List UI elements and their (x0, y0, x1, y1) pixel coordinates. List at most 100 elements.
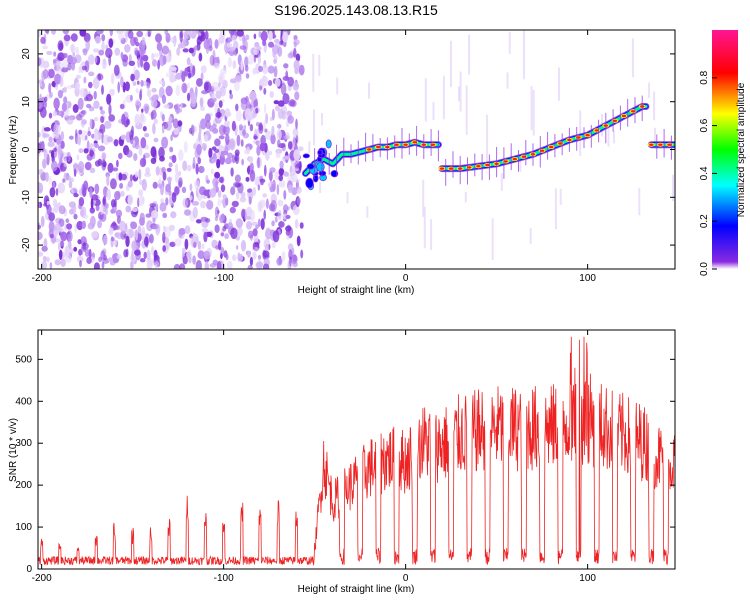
noise-speckle (141, 108, 144, 113)
noise-speckle (245, 221, 253, 230)
noise-speckle (268, 170, 273, 182)
noise-speckle (159, 202, 167, 212)
noise-speckle (114, 190, 121, 201)
noise-speckle (216, 261, 222, 269)
noise-speckle (52, 110, 58, 117)
noise-speckle (101, 58, 107, 70)
noise-speckle (252, 251, 257, 260)
noise-speckle (85, 39, 90, 51)
noise-speckle (247, 54, 254, 65)
noise-speckle (260, 30, 268, 42)
noise-speckle (224, 233, 230, 240)
noise-speckle (107, 162, 114, 173)
noise-speckle (46, 200, 50, 206)
noise-speckle (240, 139, 244, 147)
noise-speckle (139, 90, 143, 101)
noise-speckle (54, 259, 61, 266)
noise-speckle (227, 56, 232, 68)
noise-streak (423, 206, 426, 249)
noise-speckle (262, 193, 268, 198)
noise-streak (612, 130, 615, 144)
noise-speckle (39, 81, 43, 88)
noise-speckle (78, 66, 81, 74)
noise-speckle (46, 50, 53, 56)
noise-speckle (48, 82, 52, 94)
noise-speckle (208, 147, 213, 159)
noise-speckle (48, 68, 55, 79)
noise-speckle (93, 262, 100, 269)
noise-speckle (52, 59, 57, 64)
noise-speckle (161, 45, 170, 55)
noise-speckle (120, 134, 126, 140)
noise-speckle (166, 167, 172, 172)
noise-speckle (262, 263, 270, 269)
noise-speckle (159, 80, 164, 85)
noise-speckle (91, 231, 98, 239)
noise-speckle (197, 35, 204, 41)
noise-speckle (100, 116, 105, 123)
noise-speckle (211, 93, 215, 100)
noise-speckle (201, 228, 209, 233)
noise-speckle (179, 263, 186, 269)
noise-speckle (57, 202, 61, 209)
noise-speckle (288, 249, 293, 260)
noise-speckle (224, 120, 230, 127)
noise-speckle (278, 221, 285, 228)
noise-speckle (224, 157, 232, 165)
ridge-peak-core (430, 143, 436, 146)
noise-speckle (88, 71, 95, 77)
noise-speckle (135, 99, 140, 106)
noise-speckle (121, 113, 126, 125)
noise-speckle (97, 220, 102, 229)
noise-streak (532, 89, 535, 136)
noise-speckle (203, 39, 210, 50)
noise-speckle (169, 146, 174, 153)
noise-speckle (82, 186, 87, 198)
noise-speckle (151, 246, 155, 255)
noise-streak (558, 67, 560, 101)
noise-speckle (78, 129, 83, 135)
noise-speckle (152, 94, 160, 100)
noise-speckle (174, 186, 180, 195)
ridge-peak-core (403, 143, 408, 146)
noise-speckle (59, 76, 64, 87)
noise-speckle (75, 46, 80, 55)
noise-speckle (75, 81, 80, 90)
noise-speckle (244, 56, 249, 68)
noise-speckle (150, 99, 158, 108)
noise-speckle (117, 81, 120, 94)
noise-speckle (40, 215, 45, 228)
noise-speckle (278, 167, 285, 176)
noise-speckle (70, 188, 74, 195)
noise-speckle (89, 187, 93, 199)
noise-speckle (236, 191, 240, 200)
ridge-blob (305, 177, 314, 189)
noise-speckle (204, 30, 209, 40)
x-tick-label: -100 (214, 273, 234, 284)
noise-speckle (201, 166, 205, 172)
noise-speckle (152, 59, 157, 67)
noise-speckle (57, 52, 65, 61)
noise-speckle (269, 150, 273, 156)
noise-speckle (142, 126, 147, 132)
noise-speckle (265, 113, 268, 125)
noise-speckle (152, 181, 158, 189)
noise-speckle (271, 241, 276, 249)
noise-speckle (123, 249, 128, 258)
noise-speckle (63, 157, 67, 168)
noise-streak (508, 31, 511, 54)
noise-speckle (41, 70, 46, 82)
spectral-ridge (441, 105, 647, 170)
noise-speckle (260, 134, 266, 146)
noise-speckle (194, 45, 201, 51)
ridge-peak-core (476, 165, 481, 168)
noise-speckle (287, 115, 294, 124)
noise-speckle (259, 142, 266, 152)
noise-speckle (114, 225, 120, 231)
noise-speckle (101, 159, 107, 171)
noise-speckle (203, 81, 209, 91)
noise-speckle (74, 223, 77, 234)
noise-speckle (113, 64, 120, 77)
noise-speckle (291, 187, 298, 196)
noise-speckle (116, 254, 122, 260)
